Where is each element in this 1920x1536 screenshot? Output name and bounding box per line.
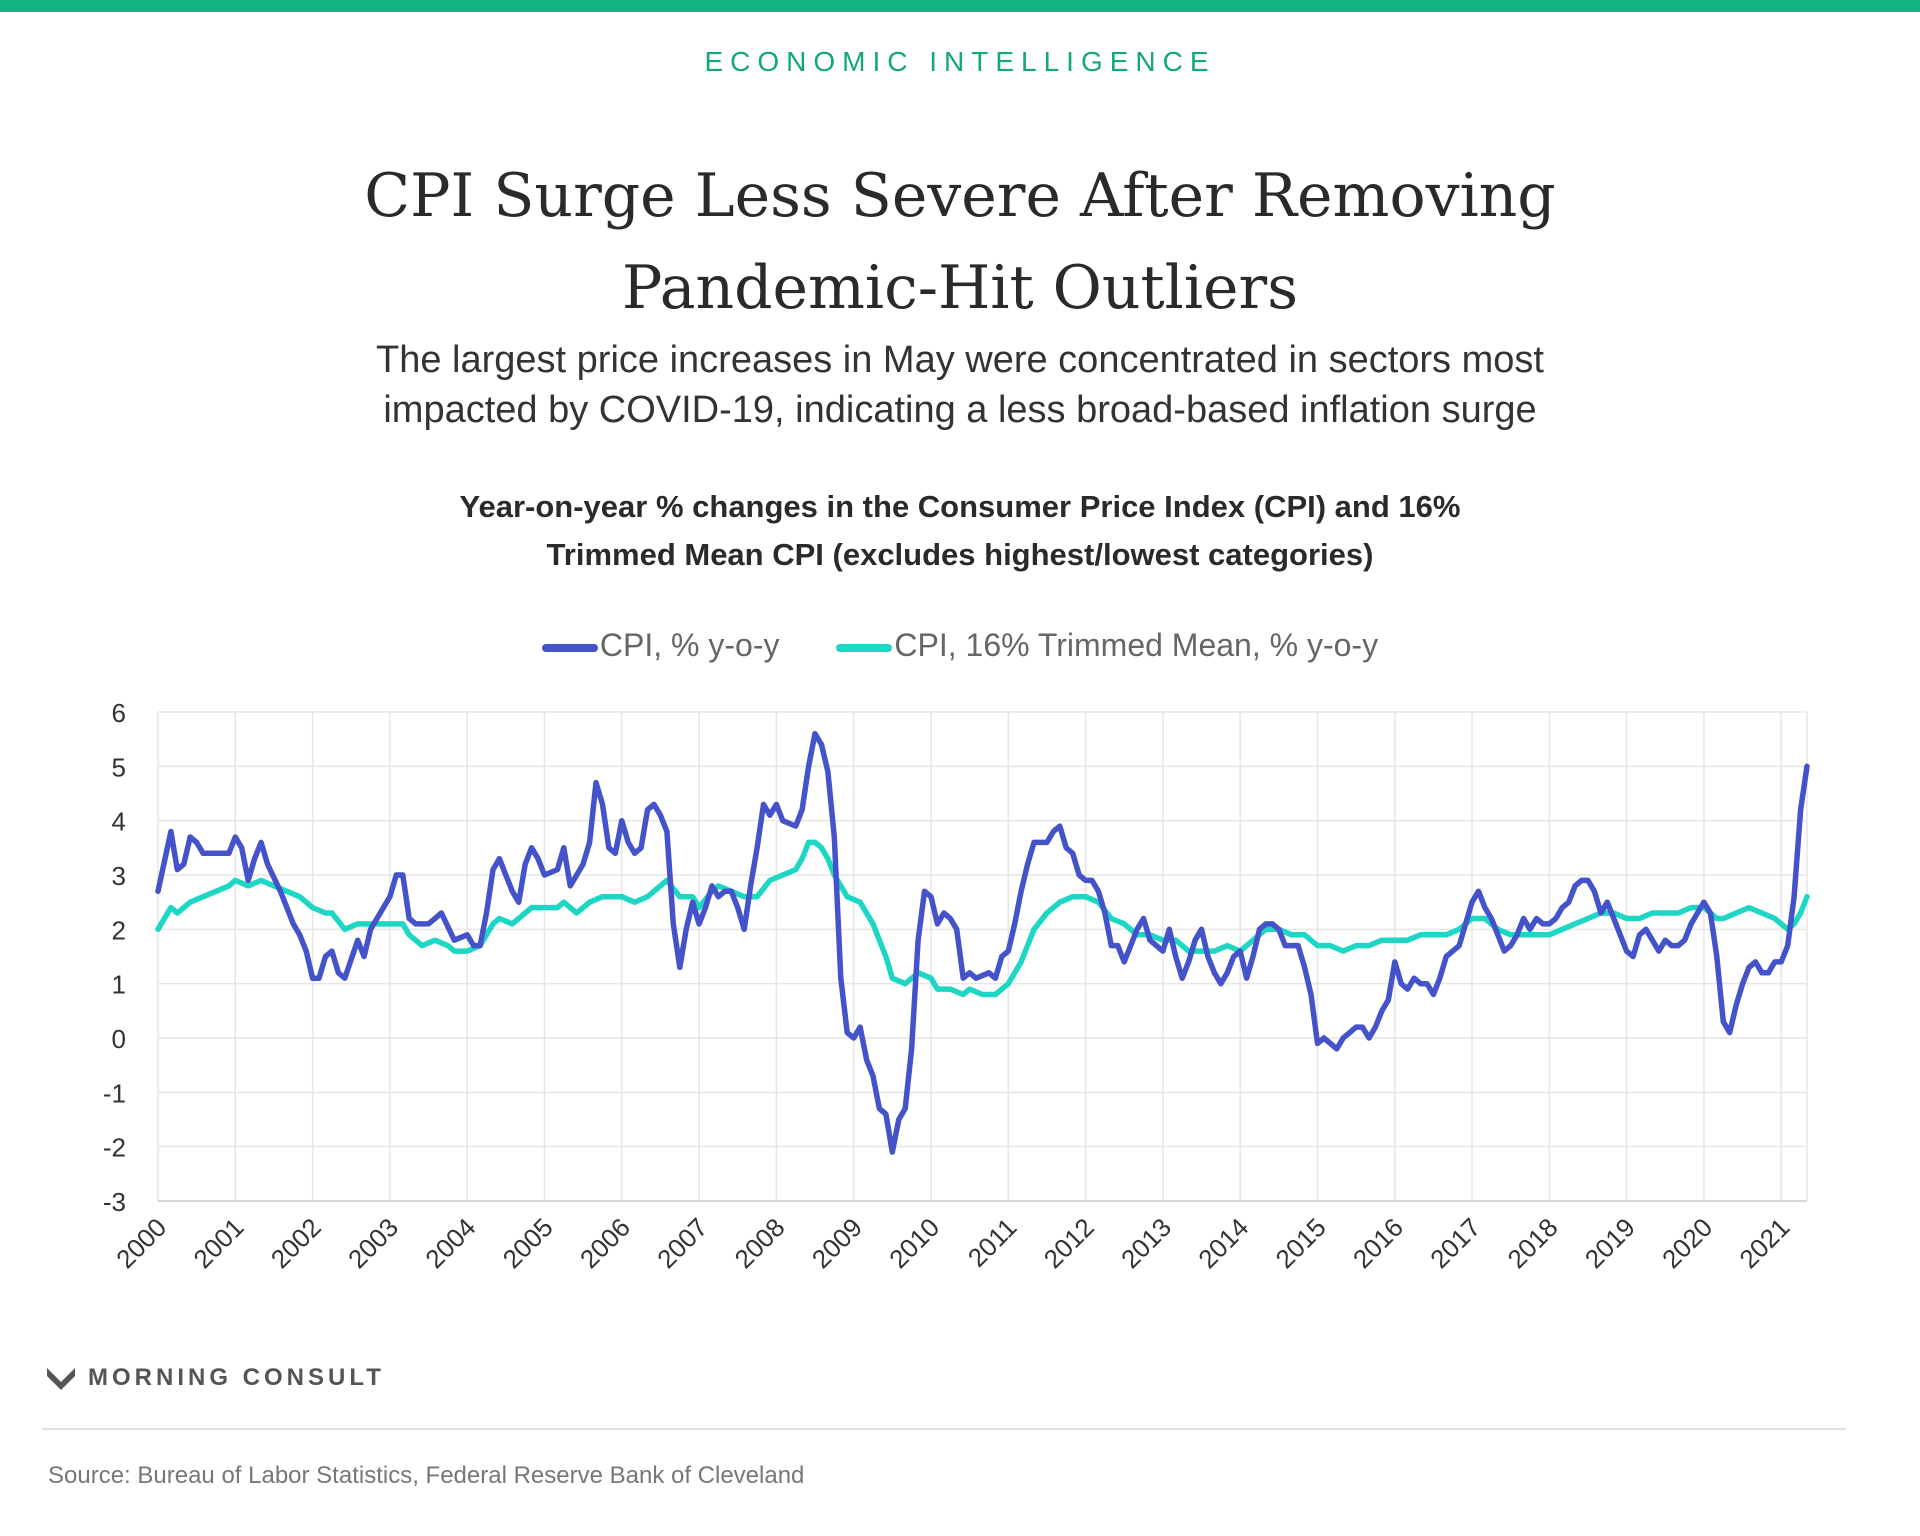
page-title: CPI Surge Less Severe After Removing Pan… (0, 150, 1920, 334)
legend-swatch-trimmed-mean (836, 643, 893, 652)
x-tick-label: 2001 (187, 1212, 249, 1274)
page-subtitle-line-1: The largest price increases in May were … (376, 339, 1544, 381)
x-tick-label: 2016 (1347, 1212, 1409, 1274)
section-kicker: ECONOMIC INTELLIGENCE (704, 46, 1216, 77)
x-tick-label: 2019 (1579, 1212, 1641, 1274)
page-subtitle: The largest price increases in May were … (0, 335, 1920, 435)
x-tick-label: 2006 (574, 1212, 636, 1274)
series-line-cpi (155, 730, 1810, 1155)
y-tick-label: -3 (103, 1187, 126, 1217)
x-tick-label: 2000 (110, 1212, 172, 1274)
x-tick-label: 2020 (1656, 1212, 1718, 1274)
chart-title-line-1: Year-on-year % changes in the Consumer P… (459, 489, 1461, 524)
x-tick-label: 2005 (497, 1212, 559, 1274)
x-tick-label: 2009 (806, 1212, 868, 1274)
x-tick-label: 2013 (1115, 1212, 1177, 1274)
y-tick-label: 6 (112, 698, 126, 728)
y-tick-label: 2 (112, 915, 126, 945)
chart-title-line-2: Trimmed Mean CPI (excludes highest/lowes… (546, 537, 1374, 572)
x-tick-label: 2017 (1424, 1212, 1486, 1274)
morning-consult-logo: MORNING CONSULT (46, 1364, 385, 1392)
x-tick-label: 2011 (962, 1212, 1023, 1273)
legend-item-cpi: CPI, % y-o-y (541, 627, 780, 664)
source-note: Source: Bureau of Labor Statistics, Fede… (48, 1462, 805, 1489)
logo-mark-icon (47, 1368, 75, 1390)
y-tick-label: 3 (112, 861, 126, 891)
y-tick-label: 5 (112, 752, 126, 782)
chart-legend: CPI, % y-o-y CPI, 16% Trimmed Mean, % y-… (0, 625, 1920, 664)
y-tick-label: 0 (112, 1024, 126, 1054)
y-tick-label: 4 (112, 807, 126, 837)
legend-item-trimmed-mean: CPI, 16% Trimmed Mean, % y-o-y (836, 627, 1378, 664)
legend-swatch-cpi (541, 643, 598, 652)
page-title-line-1: CPI Surge Less Severe After Removing (364, 161, 1556, 231)
x-tick-label: 2003 (342, 1212, 404, 1274)
page-subtitle-line-2: impacted by COVID-19, indicating a less … (383, 389, 1537, 431)
legend-label-cpi: CPI, % y-o-y (599, 627, 780, 664)
y-tick-label: -1 (103, 1078, 126, 1108)
logo-text: MORNING CONSULT (88, 1364, 385, 1391)
y-tick-label: -2 (103, 1133, 126, 1163)
chart-title: Year-on-year % changes in the Consumer P… (0, 483, 1920, 579)
series-line-trimmed-mean (155, 839, 1810, 998)
chart-series (155, 730, 1810, 1155)
x-tick-label: 2002 (265, 1212, 327, 1274)
chart-grid (157, 711, 1808, 1202)
x-tick-label: 2010 (883, 1212, 945, 1274)
legend-label-trimmed-mean: CPI, 16% Trimmed Mean, % y-o-y (894, 627, 1379, 664)
x-tick-label: 2014 (1192, 1212, 1254, 1274)
x-tick-label: 2018 (1501, 1212, 1563, 1274)
x-tick-label: 2012 (1038, 1212, 1100, 1274)
x-tick-label: 2008 (729, 1212, 791, 1274)
y-tick-label: 1 (112, 970, 126, 1000)
x-tick-label: 2021 (1733, 1212, 1795, 1274)
page-title-line-2: Pandemic-Hit Outliers (622, 253, 1298, 323)
x-tick-label: 2004 (419, 1212, 481, 1274)
x-tick-label: 2007 (651, 1212, 713, 1274)
x-tick-label: 2015 (1270, 1212, 1332, 1274)
accent-bar (0, 0, 1920, 12)
footer-divider (42, 1428, 1846, 1430)
